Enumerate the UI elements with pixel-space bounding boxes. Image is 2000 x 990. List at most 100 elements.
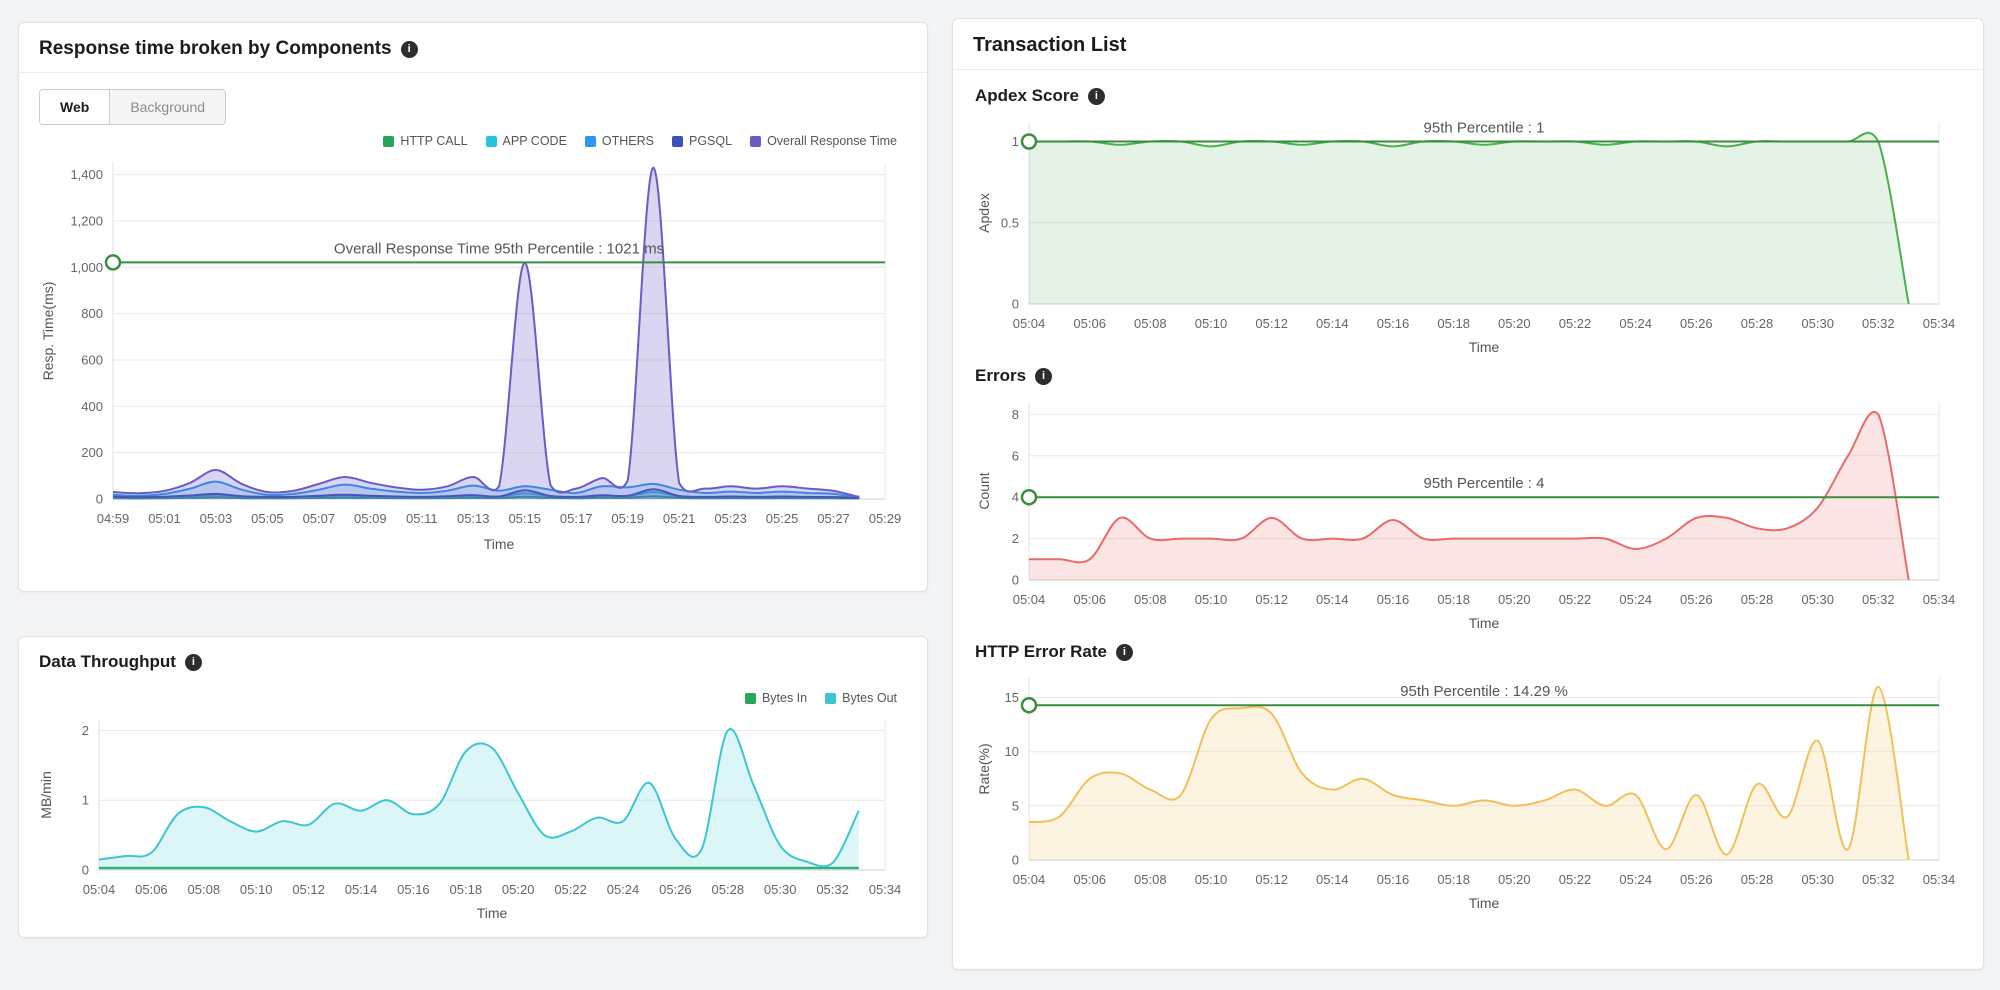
svg-text:05:12: 05:12 (292, 882, 325, 897)
legend-item-overall-response-time[interactable]: Overall Response Time (750, 134, 897, 148)
svg-text:05:32: 05:32 (1862, 872, 1895, 887)
svg-text:05:24: 05:24 (1619, 316, 1652, 331)
legend-swatch (383, 135, 395, 147)
svg-text:05:22: 05:22 (1559, 872, 1592, 887)
svg-text:05:18: 05:18 (1437, 316, 1470, 331)
svg-text:Time: Time (484, 536, 515, 552)
svg-text:Overall Response Time 95th Per: Overall Response Time 95th Percentile : … (334, 240, 664, 257)
svg-text:05:34: 05:34 (1923, 592, 1956, 607)
legend-swatch (485, 135, 497, 147)
legend-item-pgsql[interactable]: PGSQL (672, 134, 732, 148)
tab-background[interactable]: Background (110, 90, 226, 124)
section-apdex-header: Apdex Score i (975, 86, 1961, 106)
card-header: Transaction List (953, 19, 1983, 69)
svg-text:95th Percentile : 1: 95th Percentile : 1 (1424, 120, 1545, 137)
svg-text:05:29: 05:29 (869, 511, 902, 526)
svg-text:04:59: 04:59 (97, 511, 130, 526)
data-throughput-chart[interactable]: 0 1 2 05:04 05:06 05:08 05:10 05:12 05:14 05:16 05… (35, 706, 911, 926)
svg-text:Apdex: Apdex (976, 193, 992, 233)
svg-text:0: 0 (1012, 573, 1019, 588)
section-title-apdex: Apdex Score (975, 86, 1079, 105)
legend-swatch (744, 692, 756, 704)
svg-text:05:34: 05:34 (869, 882, 902, 897)
svg-text:4: 4 (1012, 490, 1019, 505)
card-header: Response time broken by Components i (19, 23, 927, 72)
svg-text:05:30: 05:30 (1801, 592, 1834, 607)
http-error-rate-chart[interactable]: 0 5 10 15 05:04 05:06 05:08 05:10 05:12 05:14 05:1… (973, 664, 1963, 916)
svg-text:05:06: 05:06 (1073, 316, 1106, 331)
svg-text:0: 0 (1012, 297, 1019, 312)
svg-text:8: 8 (1012, 407, 1019, 422)
svg-text:MB/min: MB/min (38, 771, 54, 818)
tab-web[interactable]: Web (40, 90, 111, 124)
svg-text:05:16: 05:16 (1377, 592, 1410, 607)
svg-text:05:25: 05:25 (766, 511, 799, 526)
legend-swatch (584, 135, 596, 147)
svg-text:2: 2 (82, 723, 89, 738)
legend-item-bytes-in[interactable]: Bytes In (744, 691, 807, 705)
svg-text:6: 6 (1012, 448, 1019, 463)
divider (19, 72, 927, 73)
section-errors-header: Errors i (975, 366, 1961, 386)
svg-text:05:12: 05:12 (1255, 872, 1288, 887)
svg-text:10: 10 (1005, 744, 1019, 759)
info-icon[interactable]: i (1087, 87, 1105, 105)
svg-text:05:19: 05:19 (611, 511, 644, 526)
svg-text:05:32: 05:32 (1862, 316, 1895, 331)
svg-text:05:11: 05:11 (406, 511, 438, 526)
svg-text:05:18: 05:18 (1437, 592, 1470, 607)
response-components-card: Response time broken by Components i Web… (18, 22, 928, 592)
svg-text:05:28: 05:28 (1741, 316, 1774, 331)
svg-text:05:17: 05:17 (560, 511, 593, 526)
svg-text:05:14: 05:14 (1316, 872, 1349, 887)
svg-text:05:16: 05:16 (1377, 872, 1410, 887)
info-icon[interactable]: i (1115, 643, 1133, 661)
legend-swatch (672, 135, 683, 147)
svg-text:1,200: 1,200 (70, 213, 103, 228)
svg-text:05:22: 05:22 (1559, 316, 1592, 331)
response-chart-legend: HTTP CALL APP CODE OTHERS PGSQL Overall Resp… (19, 127, 927, 149)
svg-text:05:14: 05:14 (1316, 316, 1349, 331)
svg-text:05:13: 05:13 (457, 511, 490, 526)
svg-text:0: 0 (1012, 853, 1019, 868)
response-time-chart[interactable]: 0 200 400 600 800 1,000 1,200 1,400 04:59 05:01 05… (35, 149, 911, 557)
svg-text:200: 200 (81, 445, 103, 460)
svg-text:05:24: 05:24 (1619, 872, 1652, 887)
svg-text:05:06: 05:06 (135, 882, 168, 897)
svg-text:05:12: 05:12 (1255, 316, 1288, 331)
svg-text:05:08: 05:08 (1134, 872, 1167, 887)
legend-item-others[interactable]: OTHERS (584, 134, 654, 148)
svg-text:05:34: 05:34 (1923, 316, 1956, 331)
svg-text:05:28: 05:28 (1741, 592, 1774, 607)
svg-text:Count: Count (976, 472, 992, 509)
svg-text:05:34: 05:34 (1923, 872, 1956, 887)
legend-swatch (750, 135, 762, 147)
svg-text:05:20: 05:20 (1498, 316, 1531, 331)
errors-chart[interactable]: 0 2 4 6 8 05:04 05:06 05:08 05:10 05:12 05:14 05:16… (973, 388, 1963, 636)
svg-text:05:18: 05:18 (1437, 872, 1470, 887)
legend-item-bytes-out[interactable]: Bytes Out (825, 691, 897, 705)
svg-text:05:16: 05:16 (397, 882, 430, 897)
svg-text:600: 600 (81, 352, 103, 367)
svg-text:05:26: 05:26 (1680, 316, 1713, 331)
svg-text:1,400: 1,400 (70, 167, 103, 182)
divider (953, 69, 1983, 70)
svg-text:Rate(%): Rate(%) (976, 743, 992, 794)
svg-text:05:20: 05:20 (1498, 592, 1531, 607)
info-icon[interactable]: i (184, 653, 202, 671)
apdex-score-chart[interactable]: 0 0.5 1 05:04 05:06 05:08 05:10 05:12 05:14 05:16… (973, 108, 1963, 360)
svg-text:2: 2 (1012, 531, 1019, 546)
svg-text:05:18: 05:18 (450, 882, 483, 897)
throughput-chart-legend: Bytes In Bytes Out (19, 684, 927, 706)
info-icon[interactable]: i (400, 40, 418, 58)
legend-swatch (825, 692, 837, 704)
legend-item-app-code[interactable]: APP CODE (485, 134, 567, 148)
svg-text:05:26: 05:26 (1680, 872, 1713, 887)
svg-text:05:10: 05:10 (240, 882, 273, 897)
svg-text:Time: Time (1469, 895, 1500, 911)
svg-text:05:27: 05:27 (817, 511, 850, 526)
legend-item-http-call[interactable]: HTTP CALL (383, 134, 468, 148)
svg-text:05:07: 05:07 (303, 511, 336, 526)
svg-text:1,000: 1,000 (70, 260, 103, 275)
info-icon[interactable]: i (1035, 367, 1053, 385)
